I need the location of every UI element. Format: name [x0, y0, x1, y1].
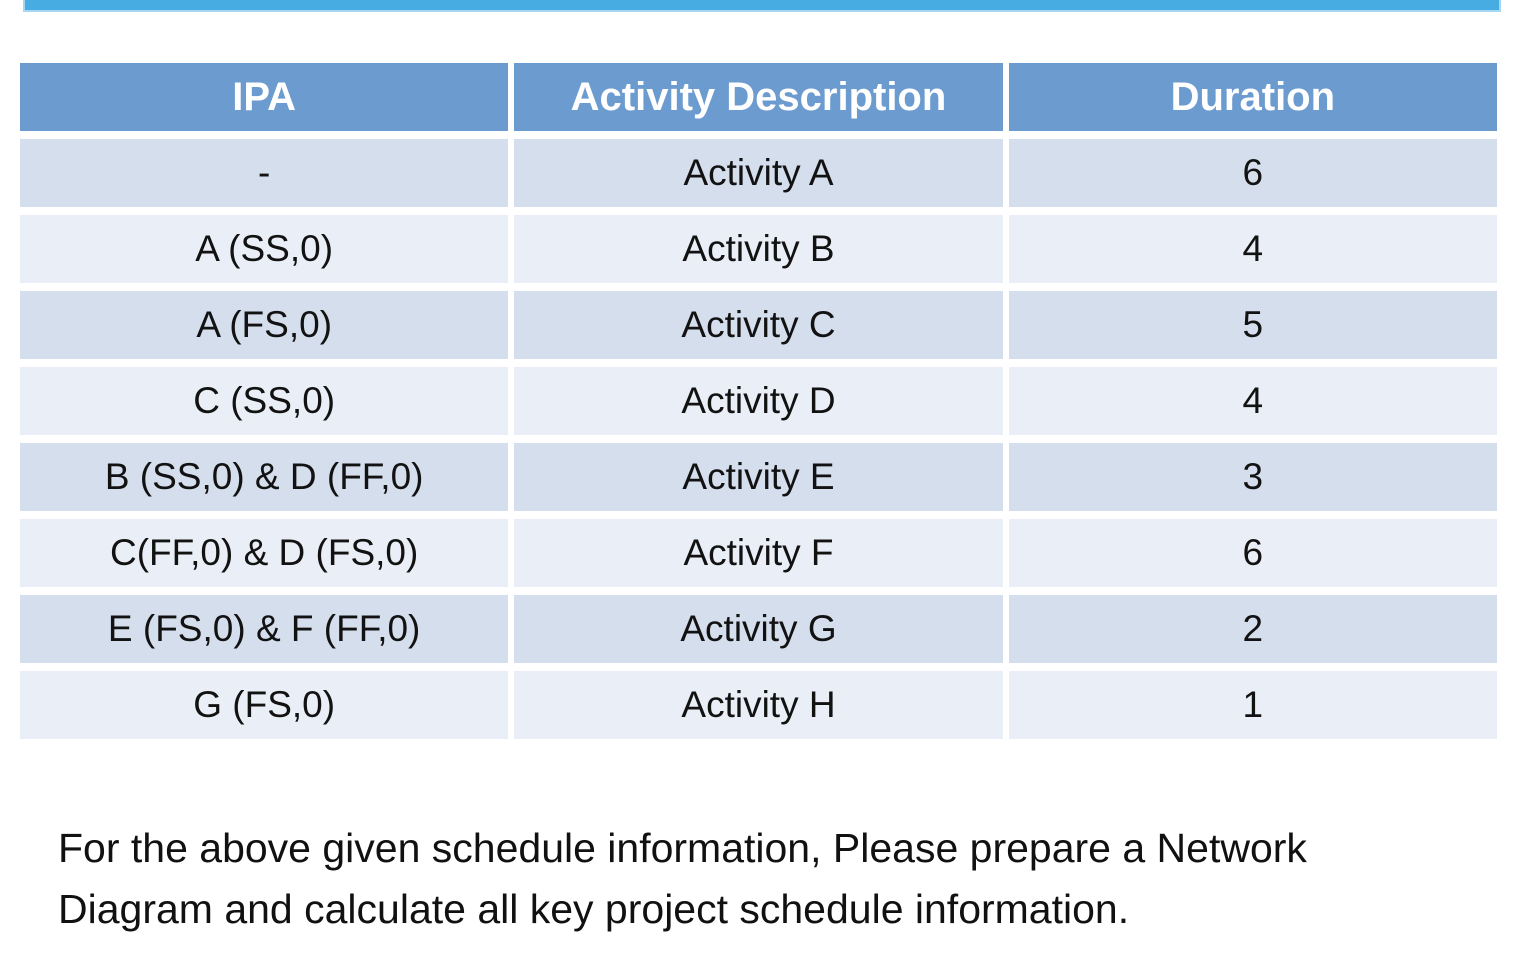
- table-cell-duration: 6: [1008, 139, 1497, 207]
- table-cell-ipa: E (FS,0) & F (FF,0): [20, 595, 509, 663]
- table-cell-duration: 1: [1008, 671, 1497, 739]
- header-cell-1: Activity Description: [514, 63, 1003, 131]
- slide-top-accent-bar: [23, 0, 1501, 12]
- table-cell-duration: 4: [1008, 215, 1497, 283]
- table-cell-duration: 2: [1008, 595, 1497, 663]
- instruction-line-1: For the above given schedule information…: [58, 825, 1307, 871]
- table-cell-description: Activity A: [514, 139, 1003, 207]
- instruction-line-2: Diagram and calculate all key project sc…: [58, 886, 1130, 932]
- table-cell-duration: 3: [1008, 443, 1497, 511]
- header-cell-0: IPA: [20, 63, 509, 131]
- table-cell-duration: 4: [1008, 367, 1497, 435]
- table-cell-description: Activity D: [514, 367, 1003, 435]
- table-cell-description: Activity F: [514, 519, 1003, 587]
- table-cell-duration: 6: [1008, 519, 1497, 587]
- table-cell-description: Activity E: [514, 443, 1003, 511]
- table-cell-ipa: G (FS,0): [20, 671, 509, 739]
- table-cell-ipa: A (FS,0): [20, 291, 509, 359]
- table-cell-ipa: -: [20, 139, 509, 207]
- instruction-text: For the above given schedule information…: [58, 818, 1478, 940]
- table-cell-ipa: C (SS,0): [20, 367, 509, 435]
- table-cell-duration: 5: [1008, 291, 1497, 359]
- schedule-table: IPA Activity Description Duration - Activity…: [20, 63, 1497, 739]
- table-cell-ipa: B (SS,0) & D (FF,0): [20, 443, 509, 511]
- table-cell-description: Activity B: [514, 215, 1003, 283]
- table-cell-description: Activity H: [514, 671, 1003, 739]
- table-cell-description: Activity G: [514, 595, 1003, 663]
- header-cell-2: Duration: [1008, 63, 1497, 131]
- table-cell-ipa: C(FF,0) & D (FS,0): [20, 519, 509, 587]
- table-cell-description: Activity C: [514, 291, 1003, 359]
- table-cell-ipa: A (SS,0): [20, 215, 509, 283]
